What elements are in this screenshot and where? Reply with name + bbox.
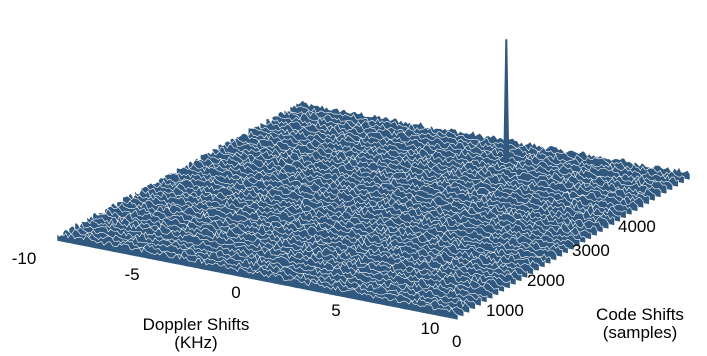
- surface-slice: [56, 232, 459, 321]
- surface-layer: [56, 99, 691, 321]
- peak-layer: [503, 39, 510, 162]
- x-tick-label: 0: [231, 283, 240, 302]
- x-tick-label: 5: [331, 301, 340, 320]
- y-axis-label-unit: (samples): [603, 323, 678, 342]
- y-tick-label: 4000: [618, 217, 656, 236]
- x-tick-label: 10: [421, 319, 440, 338]
- x-tick-label: -5: [124, 265, 139, 284]
- y-tick-label: 3000: [572, 241, 610, 260]
- x-axis-label: Doppler Shifts: [143, 315, 250, 334]
- y-axis-label: Code Shifts: [596, 305, 684, 324]
- y-tick-label: 2000: [527, 271, 565, 290]
- y-tick-label: 1000: [486, 301, 524, 320]
- correlation-peak: [503, 39, 510, 162]
- axis-layer: -10 -5 0 5 10 0 1000 2000 3000 4000 Dopp…: [12, 217, 684, 352]
- y-tick-label: 0: [452, 332, 461, 351]
- x-axis-label-unit: (KHz): [174, 333, 217, 352]
- x-tick-label: -10: [12, 249, 37, 268]
